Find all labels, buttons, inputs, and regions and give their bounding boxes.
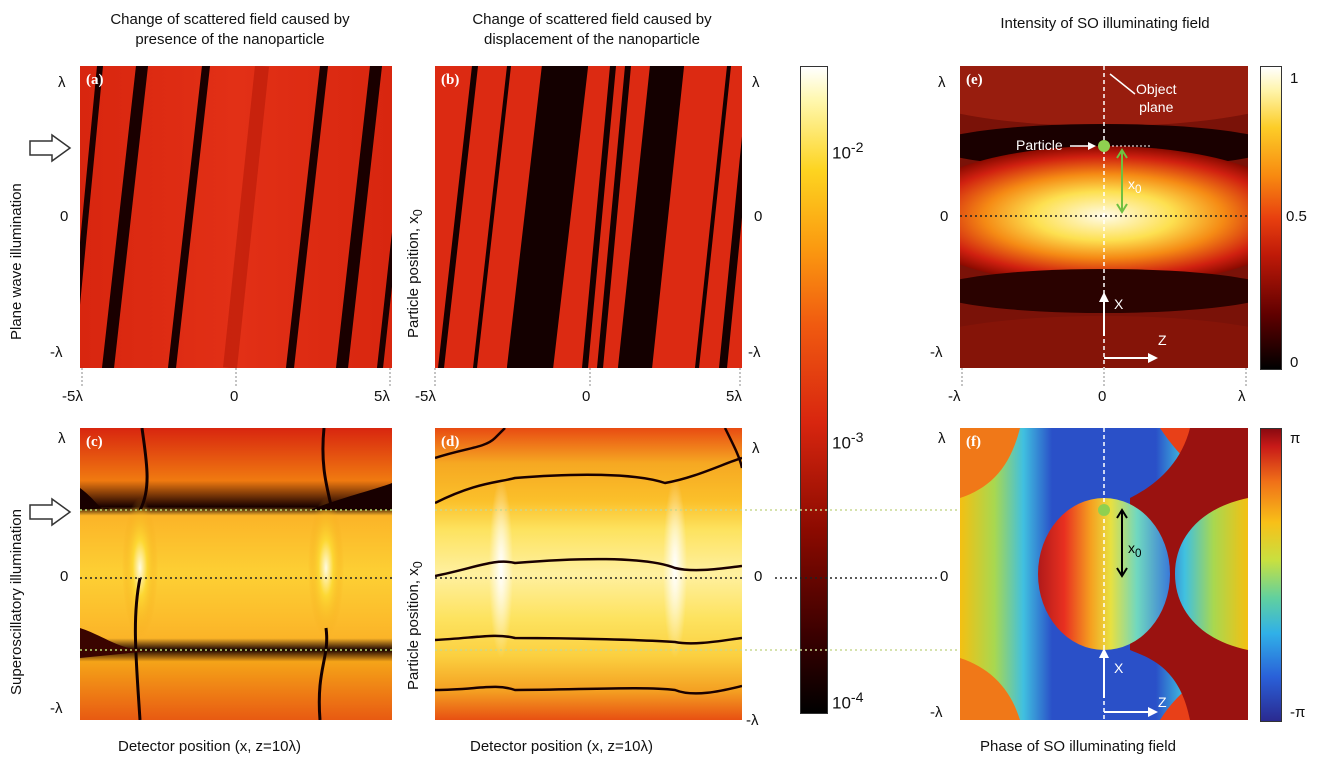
panel-label-d: (d) — [441, 434, 460, 450]
colorbar-tick: 10-4 — [832, 690, 864, 714]
colorbar-phase-tick: -π — [1290, 704, 1306, 721]
panel-label-e: (e) — [966, 72, 983, 88]
caption-panel-f: Phase of SO illuminating field — [980, 738, 1176, 755]
y-tick-c: λ — [58, 430, 66, 447]
x-tick-e: 0 — [1098, 388, 1107, 405]
axis-label-particle-position-b: Particle position, x0 — [405, 209, 425, 338]
x-tick-b: -5λ — [415, 388, 436, 405]
y-tick-e: λ — [938, 74, 946, 91]
y-tick-a: 0 — [60, 208, 69, 225]
y-tick-d: 0 — [754, 568, 763, 585]
colorbar-tick-exp: -3 — [850, 430, 864, 446]
colorbar-phase — [1260, 428, 1282, 722]
colorbar-intensity-tick: 0 — [1290, 354, 1299, 371]
y-tick-e: -λ — [930, 344, 943, 361]
illumination-arrow-icon — [29, 133, 72, 163]
illumination-arrow-icon — [29, 497, 72, 527]
y-tick-c: 0 — [60, 568, 69, 585]
colorbar-log — [800, 66, 828, 714]
y-tick-a: -λ — [50, 344, 63, 361]
panel-label-c: (c) — [86, 434, 103, 450]
annotation-z-axis-f: Z — [1158, 694, 1167, 710]
panel-f-plot — [960, 428, 1248, 720]
colorbar-tick-exp: -2 — [850, 140, 864, 156]
y-tick-b: -λ — [748, 344, 761, 361]
annotation-x-axis-f: X — [1114, 660, 1124, 676]
tick-guides-e — [961, 368, 1247, 388]
y-tick-d: -λ — [746, 712, 759, 729]
panel-b-plot — [435, 66, 742, 368]
y-tick-b: λ — [752, 74, 760, 91]
x-tick-e: -λ — [948, 388, 961, 405]
x-tick-a: -5λ — [62, 388, 83, 405]
colorbar-tick-exp: -4 — [850, 690, 864, 706]
annotation-x0-text: x — [1128, 540, 1135, 556]
title-panel-b: Change of scattered field caused by disp… — [472, 11, 712, 48]
title-panel-a: Change of scattered field caused by pres… — [110, 11, 350, 48]
annotation-object-plane-line1: Object — [1136, 81, 1177, 97]
y-tick-f: 0 — [940, 568, 949, 585]
y-tick-f: λ — [938, 430, 946, 447]
colorbar-tick-base: 10 — [832, 143, 851, 163]
colorbar-intensity-tick: 0.5 — [1286, 208, 1307, 225]
annotation-x0-sub: 0 — [1135, 546, 1142, 560]
panel-d-plot — [435, 428, 742, 720]
x-tick-a: 0 — [230, 388, 239, 405]
panel-e-plot — [960, 66, 1248, 368]
panel-label-a: (a) — [86, 72, 104, 88]
annotation-particle: Particle — [1016, 137, 1063, 153]
annotation-x0-text: x — [1128, 176, 1135, 192]
y-tick-c: -λ — [50, 700, 63, 717]
x-tick-a: 5λ — [374, 388, 390, 405]
colorbar-intensity-tick: 1 — [1290, 70, 1299, 87]
y-tick-b: 0 — [754, 208, 763, 225]
y-tick-d: λ — [752, 440, 760, 457]
y-tick-e: 0 — [940, 208, 949, 225]
annotation-x0-e: x0 — [1128, 176, 1141, 196]
title-panel-e: Intensity of SO illuminating field — [1000, 15, 1210, 32]
y-tick-a: λ — [58, 74, 66, 91]
row-label-plane-wave: Plane wave illumination — [8, 183, 25, 340]
colorbar-intensity — [1260, 66, 1282, 370]
panel-c-plot — [80, 428, 392, 720]
annotation-x-axis-e: X — [1114, 296, 1124, 312]
panel-a-plot — [80, 66, 392, 368]
x-tick-e: λ — [1238, 388, 1246, 405]
tick-guides — [81, 368, 741, 388]
annotation-z-axis-e: Z — [1158, 332, 1167, 348]
colorbar-phase-tick: π — [1290, 430, 1301, 447]
panel-label-b: (b) — [441, 72, 460, 88]
y-tick-f: -λ — [930, 704, 943, 721]
panel-label-f: (f) — [966, 434, 981, 450]
colorbar-tick: 10-3 — [832, 430, 864, 454]
colorbar-tick-base: 10 — [832, 433, 851, 453]
annotation-x0-sub: 0 — [1135, 182, 1142, 196]
annotation-object-plane-line2: plane — [1139, 99, 1174, 115]
x-tick-b: 5λ — [726, 388, 742, 405]
annotation-x0-f: x0 — [1128, 540, 1141, 560]
colorbar-tick: 10-2 — [832, 140, 864, 164]
x-tick-b: 0 — [582, 388, 591, 405]
axis-label-detector-position-c: Detector position (x, z=10λ) — [118, 738, 301, 755]
annotation-object-plane: Object plane — [1136, 80, 1176, 116]
row-label-superoscillatory: Superoscillatory illumination — [8, 509, 25, 695]
colorbar-tick-base: 10 — [832, 693, 851, 713]
axis-label-sub: 0 — [411, 209, 425, 217]
axis-label-text: Particle position, x — [405, 216, 422, 338]
axis-label-detector-position-d: Detector position (x, z=10λ) — [470, 738, 653, 755]
